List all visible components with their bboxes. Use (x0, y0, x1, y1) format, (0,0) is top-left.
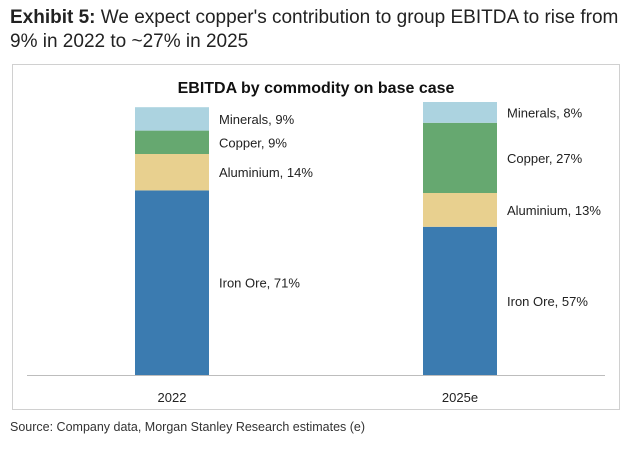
segment-label-aluminium-2022: Aluminium, 14% (219, 165, 313, 180)
segment-label-iron-ore-2022: Iron Ore, 71% (219, 276, 300, 291)
segment-label-iron-ore-2025e: Iron Ore, 57% (507, 294, 588, 309)
bar-segment-minerals-2022 (135, 107, 209, 131)
bar-segment-aluminium-2025e (423, 193, 497, 227)
segment-label-minerals-2022: Minerals, 9% (219, 112, 295, 127)
segment-label-copper-2022: Copper, 9% (219, 135, 287, 150)
source-note: Source: Company data, Morgan Stanley Res… (10, 420, 366, 434)
bar-segment-iron-ore-2025e (423, 226, 497, 375)
chart-frame: EBITDA by commodity on base case Iron Or… (12, 64, 620, 410)
segment-label-copper-2025e: Copper, 27% (507, 151, 583, 166)
exhibit-heading: Exhibit 5: We expect copper's contributi… (10, 6, 620, 54)
stacked-bar-chart: Iron Ore, 71% Aluminium, 14% Copper, 9% Min… (27, 102, 605, 405)
segment-label-minerals-2025e: Minerals, 8% (507, 105, 583, 120)
bar-segment-copper-2022 (135, 130, 209, 154)
x-tick-label-2025e: 2025e (442, 390, 478, 405)
x-tick-label-2022: 2022 (158, 390, 187, 405)
bar-segment-aluminium-2022 (135, 154, 209, 191)
bar-segment-iron-ore-2022 (135, 190, 209, 375)
exhibit-label: Exhibit 5: (10, 7, 96, 28)
bar-segment-copper-2025e (423, 122, 497, 193)
chart-title: EBITDA by commodity on base case (177, 80, 455, 97)
bar-segment-minerals-2025e (423, 102, 497, 123)
exhibit-text: We expect copper's contribution to group… (10, 7, 619, 52)
segment-label-aluminium-2025e: Aluminium, 13% (507, 203, 601, 218)
